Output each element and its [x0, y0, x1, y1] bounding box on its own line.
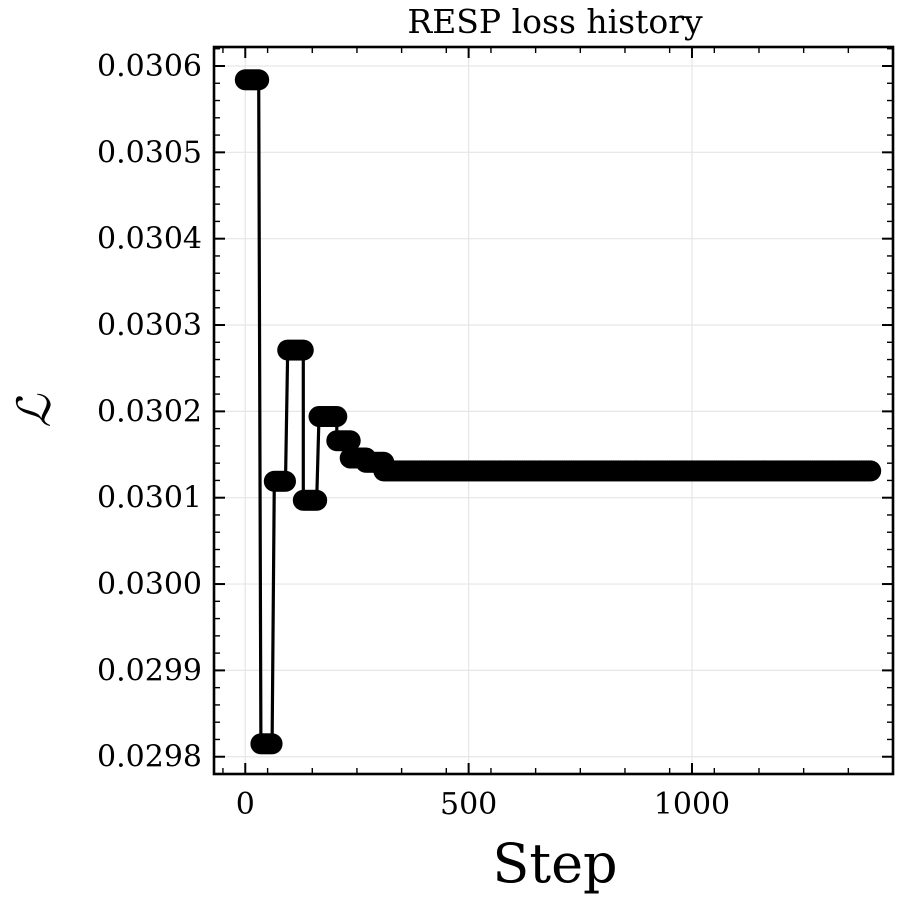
- loss-marker: [275, 470, 296, 492]
- x-tick-label: 500: [440, 787, 497, 822]
- y-tick-label: 0.0305: [97, 135, 202, 170]
- chart-title: RESP loss history: [407, 2, 703, 41]
- y-tick-label: 0.0302: [97, 394, 202, 429]
- y-tick-label: 0.0303: [97, 308, 202, 343]
- y-tick-label: 0.0300: [97, 567, 202, 602]
- loss-marker: [306, 489, 328, 511]
- y-tick-label: 0.0306: [97, 49, 202, 84]
- y-tick-labels: 0.0298 0.0299 0.0300 0.0301 0.0302 0.0303 0.03…: [97, 49, 202, 775]
- loss-marker: [860, 460, 882, 482]
- loss-marker: [292, 339, 314, 361]
- axis-ticks: [214, 47, 894, 775]
- loss-markers: [234, 69, 882, 755]
- y-tick-label: 0.0301: [97, 481, 202, 516]
- x-tick-labels: 0 500 1000: [236, 787, 730, 822]
- loss-marker: [326, 406, 348, 427]
- loss-marker: [261, 733, 283, 755]
- y-tick-label: 0.0299: [97, 653, 202, 688]
- y-axis-label: ℒ: [7, 394, 61, 428]
- loss-marker: [248, 69, 270, 91]
- x-axis-label: Step: [492, 832, 617, 895]
- x-tick-label: 1000: [654, 787, 730, 822]
- x-tick-label: 0: [236, 787, 255, 822]
- grid: [214, 47, 893, 774]
- y-tick-label: 0.0298: [97, 740, 202, 775]
- loss-marker: [339, 430, 361, 452]
- y-tick-label: 0.0304: [97, 222, 202, 257]
